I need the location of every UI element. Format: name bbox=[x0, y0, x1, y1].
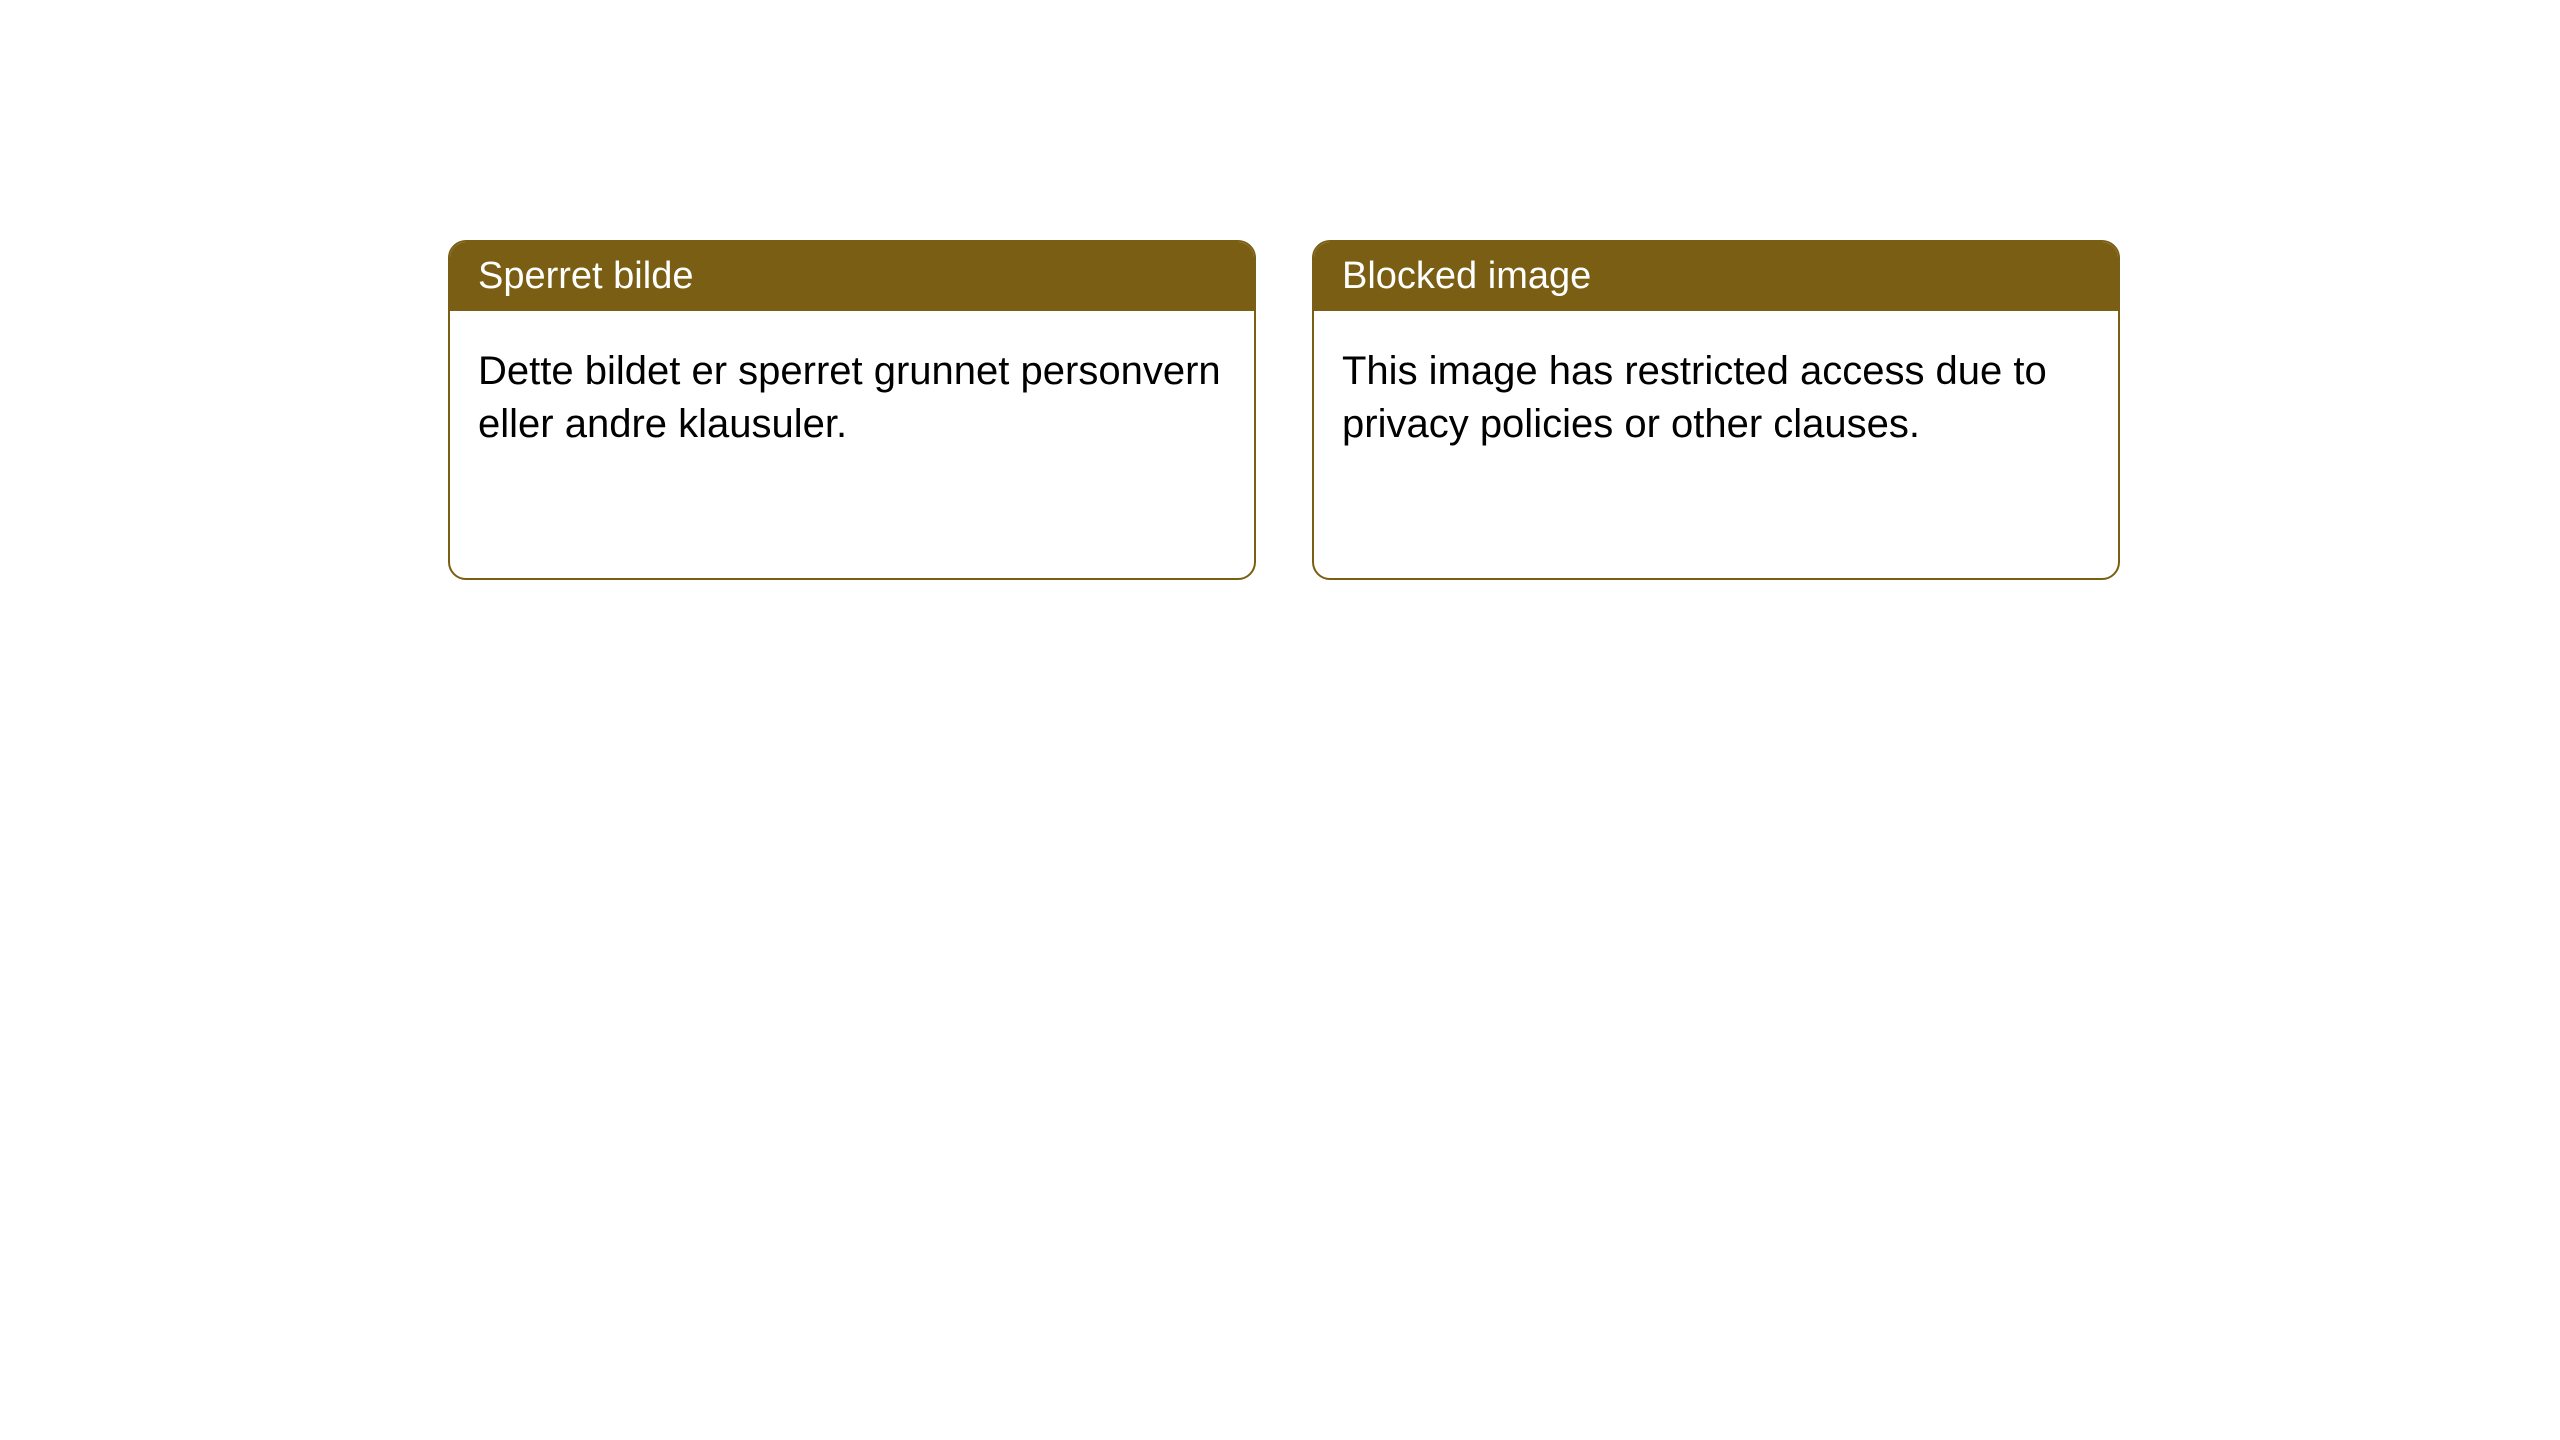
card-body-text: This image has restricted access due to … bbox=[1342, 349, 2047, 446]
card-title: Sperret bilde bbox=[478, 255, 693, 297]
notice-card-norwegian: Sperret bilde Dette bildet er sperret gr… bbox=[448, 240, 1256, 580]
card-header: Blocked image bbox=[1314, 242, 2118, 311]
notice-card-english: Blocked image This image has restricted … bbox=[1312, 240, 2120, 580]
notice-container: Sperret bilde Dette bildet er sperret gr… bbox=[0, 0, 2560, 580]
card-body-text: Dette bildet er sperret grunnet personve… bbox=[478, 349, 1221, 446]
card-header: Sperret bilde bbox=[450, 242, 1254, 311]
card-body: This image has restricted access due to … bbox=[1314, 311, 2118, 485]
card-body: Dette bildet er sperret grunnet personve… bbox=[450, 311, 1254, 485]
card-title: Blocked image bbox=[1342, 255, 1591, 297]
